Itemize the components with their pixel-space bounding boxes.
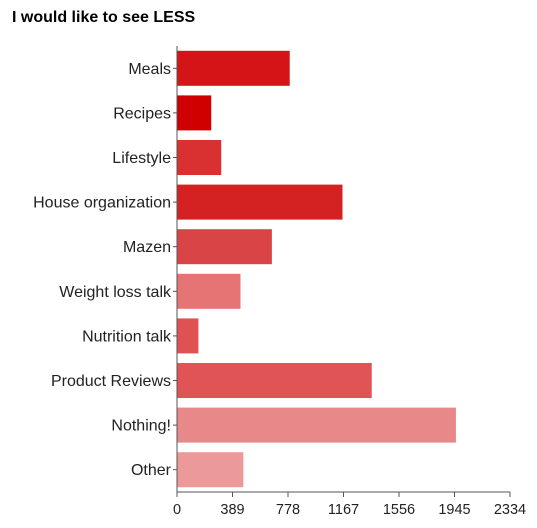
x-tick-label: 1945 [438,502,470,518]
chart-title: I would like to see LESS [12,9,196,26]
bar-nothing [177,407,456,443]
bar-house-organization [177,184,343,220]
x-tick-label: 778 [276,502,300,518]
bar-weight-loss-talk [177,273,241,309]
category-label-product-reviews: Product Reviews [51,373,171,390]
category-labels: Meals Recipes Lifestyle House organization M… [33,61,177,479]
x-tick-label: 1167 [328,502,359,518]
category-label-weight-loss-talk: Weight loss talk [59,284,172,301]
bar-mazen [177,229,272,265]
bars-group [177,50,456,488]
x-tick-label: 2334 [494,502,526,518]
category-label-other: Other [131,462,172,479]
bar-lifestyle [177,140,222,175]
category-label-mazen: Mazen [123,239,171,256]
category-label-nothing: Nothing! [111,418,171,435]
category-label-recipes: Recipes [113,105,171,122]
x-tick-label: 1556 [383,502,415,518]
x-tick-label: 389 [220,502,244,518]
category-label-house-organization: House organization [33,195,171,212]
x-tick-label: 0 [173,502,181,518]
bar-meals [177,50,290,86]
bar-nutrition-talk [177,318,199,354]
bar-recipes [177,95,212,131]
x-axis-ticks: 0 389 778 1167 1556 1945 2334 [173,492,526,518]
bar-other [177,452,244,488]
category-label-lifestyle: Lifestyle [112,150,171,167]
bar-product-reviews [177,363,372,398]
category-label-meals: Meals [128,61,171,78]
category-label-nutrition-talk: Nutrition talk [82,328,172,345]
